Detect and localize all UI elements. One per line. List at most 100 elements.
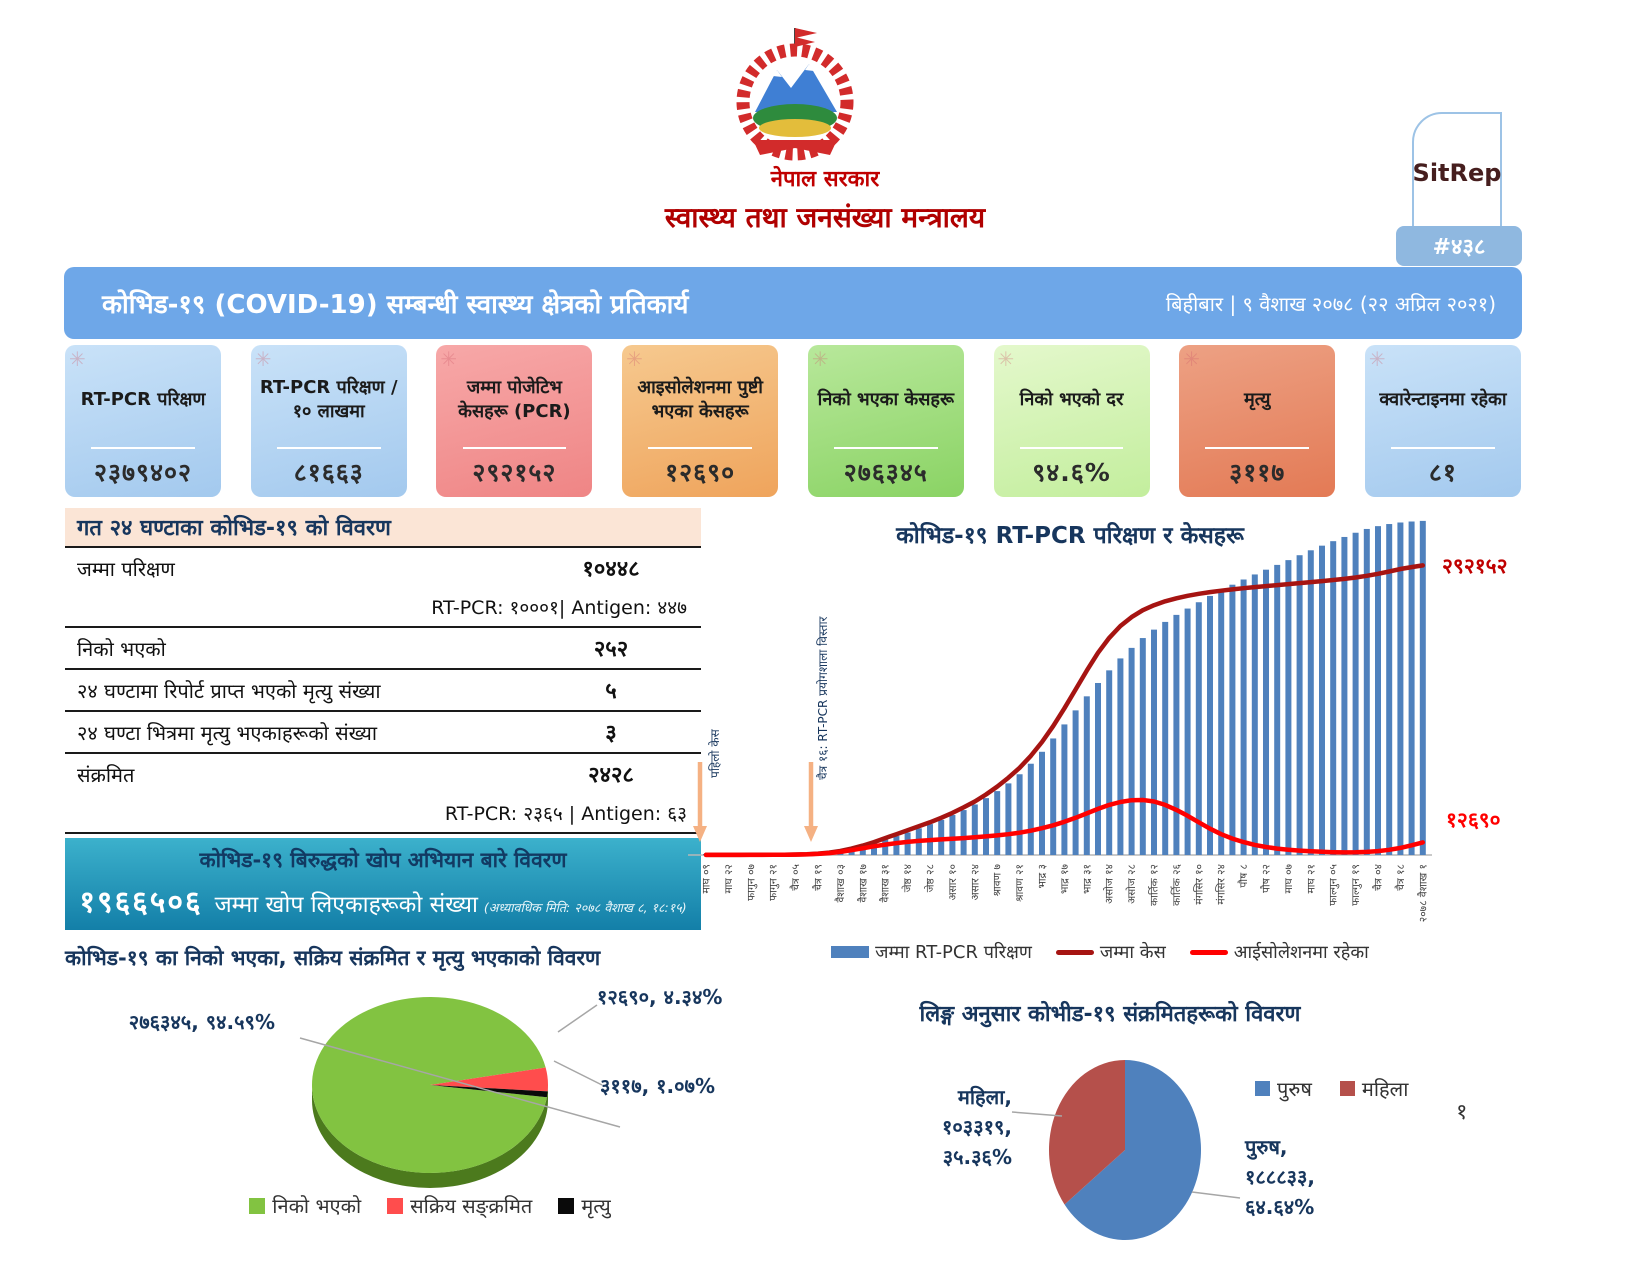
legend-swatch-tests-bar <box>831 946 870 958</box>
isolation-end-label: १२६९० <box>1446 808 1501 832</box>
stat-card-title: क्वारेन्टाइनमा रहेका <box>1379 389 1507 411</box>
virus-icon: ✳ <box>69 347 86 371</box>
virus-icon: ✳ <box>997 347 1015 371</box>
svg-text:मंगसिर २४: मंगसिर २४ <box>1215 864 1228 905</box>
row-label: निको भएको <box>77 636 166 661</box>
svg-text:कार्तिक १२: कार्तिक १२ <box>1148 864 1161 906</box>
legend-label: निको भएको <box>272 1194 362 1218</box>
legend-label: जम्मा RT-PCR परिक्षण <box>875 942 1032 963</box>
female-slice-label: महिला, १०३३१९, ३५.३६% <box>942 1085 1012 1169</box>
first-case-annotation: पहिलो केस <box>708 729 722 778</box>
stat-card-value: २३७९४०२ <box>93 458 192 487</box>
vaccine-updated-date: (अध्यावधिक मिति: २०७८ वैशाख ८, १८:१५) <box>483 900 687 915</box>
card-divider <box>276 446 381 449</box>
legend-item: आईसोलेशनमा रहेका <box>1189 940 1369 964</box>
stat-card-value: २७६३४५ <box>843 458 928 487</box>
lab-expansion-arrow <box>804 762 818 842</box>
stat-card-total-positive: ✳ जम्मा पोजेटिभ केसहरू (PCR) २९२१५२ <box>436 345 593 497</box>
legend-item: सक्रिय सङ्क्रमित <box>387 1192 532 1219</box>
legend-label: आईसोलेशनमा रहेका <box>1233 942 1369 963</box>
vaccine-info-box: कोभिड-१९ बिरुद्धको खोप अभियान बारे विवरण… <box>65 838 701 930</box>
stat-card-value: ३११७ <box>1229 458 1286 487</box>
row-label: जम्मा परिक्षण <box>77 556 175 581</box>
svg-text:माघ २१: माघ २१ <box>1305 864 1317 893</box>
rtpcr-chart: माघ ०९ माघ २२ फागुन ०७ फागुन २१ चैत्र ०५ चैत्… <box>688 520 1432 922</box>
legend-item: महिला <box>1339 1075 1409 1102</box>
legend-swatch-recovered <box>249 1197 266 1214</box>
sitrep-badge: SitRep <box>1412 112 1502 234</box>
svg-text:२०७८ वैशाख १: २०७८ वैशाख १ <box>1416 864 1429 922</box>
row-label: २४ घण्टा भित्रमा मृत्यु भएकाहरूको संख्या <box>77 720 378 745</box>
legend-label: सक्रिय सङ्क्रमित <box>410 1194 533 1218</box>
stat-card-value: १२६९० <box>665 458 736 487</box>
svg-text:फाल्गुन १९: फाल्गुन १९ <box>1350 864 1362 906</box>
stat-card-recovery-rate: ✳ निको भएको दर ९४.६% <box>993 345 1150 497</box>
table-row: जम्मा परिक्षण १०४४८ <box>65 548 701 588</box>
svg-text:जेष्ठ २८: जेष्ठ २८ <box>924 864 937 892</box>
svg-text:चैत्र १९: चैत्र १९ <box>812 864 825 891</box>
sitrep-number-ribbon: #४३८ <box>1396 226 1522 266</box>
report-date: बिहीबार | ९ वैशाख २०७८ (२२ अप्रिल २०२१) <box>1165 291 1496 316</box>
svg-text:भाद्र १७: भाद्र १७ <box>1059 863 1071 893</box>
legend-swatch-cases-line <box>1055 949 1094 955</box>
stat-card-title: RT-PCR परिक्षण /१० लाखमा <box>259 377 398 422</box>
stat-card-title: मृत्यु <box>1244 389 1271 411</box>
page-number: १ <box>1456 1100 1468 1125</box>
legend-label: मृत्यु <box>581 1194 611 1218</box>
virus-icon: ✳ <box>254 347 272 371</box>
gender-pie-chart <box>1049 1060 1202 1240</box>
legend-label: जम्मा केस <box>1099 942 1166 963</box>
last-24h-table: गत २४ घण्टाका कोभिड-१९ को विवरण जम्मा पर… <box>65 508 701 834</box>
svg-text:फाल्गुन ०५: फाल्गुन ०५ <box>1328 864 1340 906</box>
row-value: १०४४८ <box>582 557 640 582</box>
card-divider <box>1391 446 1495 449</box>
virus-icon: ✳ <box>1368 347 1386 371</box>
total-cases-end-label: २९२१५२ <box>1442 554 1508 578</box>
virus-icon: ✳ <box>1183 347 1200 371</box>
sitrep-number: #४३८ <box>1432 235 1486 260</box>
last-24h-table-title: गत २४ घण्टाका कोभिड-१९ को विवरण <box>65 508 701 548</box>
legend-item: पुरुष <box>1255 1075 1312 1102</box>
svg-text:श्रावण २१: श्रावण २१ <box>1014 864 1026 902</box>
svg-text:फागुन २१: फागुन २१ <box>768 864 780 901</box>
svg-text:वैशाख ३१: वैशाख ३१ <box>879 864 892 903</box>
report-title: कोभिड-१९ (COVID-19) सम्बन्धी स्वास्थ्य क… <box>102 290 689 320</box>
sitrep-label: SitRep <box>1412 159 1502 187</box>
table-row: २४ घण्टा भित्रमा मृत्यु भएकाहरूको संख्या… <box>65 712 701 754</box>
recovery-pie-legend: निको भएको सक्रिय सङ्क्रमित मृत्यु <box>150 1192 710 1219</box>
card-divider <box>462 446 567 449</box>
vaccine-count-label: जम्मा खोप लिएकाहरूको संख्या <box>214 892 478 918</box>
active-slice-label: १२६९०, ४.३४% <box>597 985 723 1009</box>
first-case-arrow <box>693 762 707 842</box>
legend-item: निको भएको <box>249 1192 361 1219</box>
row-subdetail: RT-PCR: १०००१| Antigen: ४४७ <box>65 588 701 628</box>
svg-text:असार १०: असार १० <box>947 864 959 900</box>
svg-text:असोज २८: असोज २८ <box>1125 864 1138 904</box>
svg-text:असार २४: असार २४ <box>969 864 981 900</box>
legend-swatch-deaths <box>558 1197 575 1214</box>
vaccine-count: १९६६५०६ <box>79 885 203 920</box>
svg-text:असोज १४: असोज १४ <box>1103 864 1116 904</box>
report-title-bar: कोभिड-१९ (COVID-19) सम्बन्धी स्वास्थ्य क… <box>64 267 1522 339</box>
stat-card-recovered: ✳ निको भएका केसहरू २७६३४५ <box>807 345 964 497</box>
legend-swatch-female <box>1339 1081 1355 1096</box>
virus-icon: ✳ <box>811 347 829 371</box>
svg-text:चैत्र ०५: चैत्र ०५ <box>789 864 802 891</box>
deaths-slice-label: ३११७, १.०७% <box>600 1074 715 1098</box>
virus-icon: ✳ <box>440 347 458 371</box>
legend-label: महिला <box>1361 1077 1409 1101</box>
stat-card-quarantine: ✳ क्वारेन्टाइनमा रहेका ८१ <box>1364 345 1521 497</box>
virus-icon: ✳ <box>626 347 643 371</box>
card-divider <box>1205 446 1310 449</box>
card-divider <box>91 446 195 449</box>
row-label: संक्रमित <box>77 762 135 787</box>
svg-text:मंगसिर १०: मंगसिर १० <box>1192 864 1205 905</box>
card-divider <box>833 446 938 449</box>
stat-card-tests-per-million: ✳ RT-PCR परिक्षण /१० लाखमा ८१६६३ <box>250 345 407 497</box>
table-row: संक्रमित २४२८ <box>65 754 701 794</box>
stat-card-title: आइसोलेशनमा पुष्टी भएका केसहरू <box>637 377 763 422</box>
legend-swatch-male <box>1255 1081 1270 1096</box>
row-value: २५२ <box>593 637 629 662</box>
stat-card-isolation: ✳ आइसोलेशनमा पुष्टी भएका केसहरू १२६९० <box>622 345 779 497</box>
